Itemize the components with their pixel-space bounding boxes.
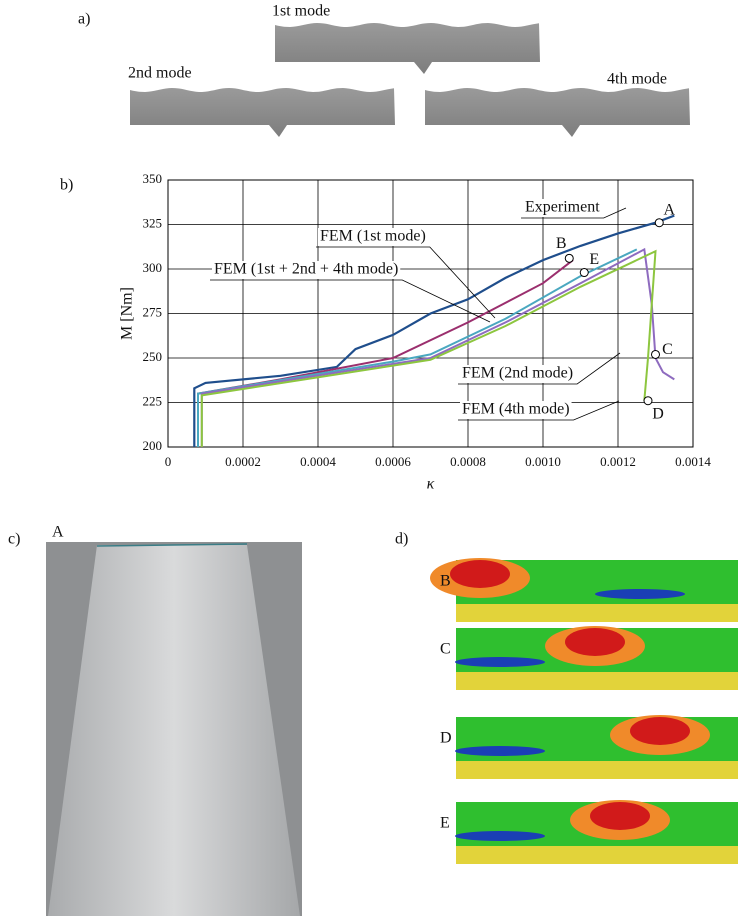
contour-band <box>456 604 738 622</box>
contour-label: E <box>440 815 450 832</box>
x-tick-label: 0.0014 <box>675 454 711 469</box>
y-tick-label: 325 <box>143 215 163 230</box>
contour-panel: C <box>440 626 738 690</box>
y-tick-label: 250 <box>143 349 163 364</box>
y-tick-label: 200 <box>143 438 163 453</box>
contour-band <box>456 672 738 690</box>
contour-panel: B <box>430 558 738 622</box>
label-bg <box>460 401 572 419</box>
series-label: FEM (1st + 2nd + 4th mode) <box>214 261 398 278</box>
mode-label: 4th mode <box>607 71 667 88</box>
mode-strip <box>275 23 540 74</box>
leader-line <box>458 400 620 421</box>
annotation-label: B <box>556 235 567 252</box>
photo-label: A <box>52 524 64 541</box>
annotation-point <box>564 253 574 263</box>
mode-strip <box>130 88 395 137</box>
series-line <box>200 249 657 447</box>
contour-peak <box>590 802 650 830</box>
x-tick-label: 0.0002 <box>225 454 261 469</box>
series-line <box>193 214 675 447</box>
contour-peak <box>565 628 625 656</box>
y-tick-label: 275 <box>143 304 163 319</box>
x-tick-label: 0.0006 <box>375 454 411 469</box>
contour-label: D <box>440 730 452 747</box>
leader-line <box>458 352 621 385</box>
annotation-point <box>643 396 653 406</box>
series-label: FEM (1st mode) <box>320 228 426 245</box>
leader-line <box>316 246 496 319</box>
label-bg <box>212 261 401 279</box>
label-bg <box>318 228 428 246</box>
mode-label: 1st mode <box>272 3 330 20</box>
plot-frame <box>167 179 694 448</box>
series-line <box>197 248 638 447</box>
contour-panel: E <box>440 800 738 864</box>
series-label: FEM (2nd mode) <box>462 365 573 382</box>
annotation-label: A <box>663 201 675 218</box>
photo-plate <box>48 545 300 916</box>
x-tick-label: 0.0008 <box>450 454 486 469</box>
x-tick-label: 0.0004 <box>300 454 336 469</box>
contour-low <box>595 589 685 599</box>
y-axis-label: M [Nm] <box>119 287 136 340</box>
annotation-label: E <box>589 251 599 268</box>
label-bg <box>523 199 602 217</box>
mode-shapes <box>130 23 690 137</box>
x-tick-label: 0.0010 <box>525 454 561 469</box>
contour-band <box>456 846 738 864</box>
chart: 0 0.0002 0.0004 0.0006 0.0008 0.0010 0.0012 0.0… <box>119 171 712 493</box>
contour-low <box>455 831 545 841</box>
mode-strip <box>425 88 690 137</box>
y-tick-label: 225 <box>143 393 163 408</box>
leader-line <box>521 207 627 219</box>
annotation-point <box>654 218 664 228</box>
panel-label: b) <box>60 177 73 194</box>
series-label: Experiment <box>525 199 600 216</box>
x-axis-label: κ <box>427 476 435 493</box>
mode-label: 2nd mode <box>128 65 192 82</box>
contour-panel: D <box>440 715 738 779</box>
y-tick-label: 300 <box>143 260 163 275</box>
contour-label: B <box>440 573 451 590</box>
contour-peak <box>630 717 690 745</box>
annotation-label: D <box>652 405 664 422</box>
series-line <box>200 247 675 447</box>
panel-label: a) <box>78 11 90 28</box>
contour-low <box>455 746 545 756</box>
photo-crack <box>96 543 248 547</box>
x-tick-label: 0 <box>165 454 172 469</box>
contour-low <box>455 657 545 667</box>
contour-peak <box>450 560 510 588</box>
contour-plots: B C D E <box>430 558 738 864</box>
contour-label: C <box>440 641 451 658</box>
annotation-point <box>651 349 660 359</box>
leader-line <box>210 279 491 323</box>
y-tick-label: 350 <box>143 171 163 186</box>
x-tick-label: 0.0012 <box>600 454 636 469</box>
panel-label: d) <box>395 531 408 548</box>
series-label: FEM (4th mode) <box>462 401 570 418</box>
panel-label: c) <box>8 531 20 548</box>
annotation-point <box>579 268 589 278</box>
label-bg <box>460 365 576 383</box>
annotation-label: C <box>662 341 673 358</box>
contour-band <box>456 761 738 779</box>
